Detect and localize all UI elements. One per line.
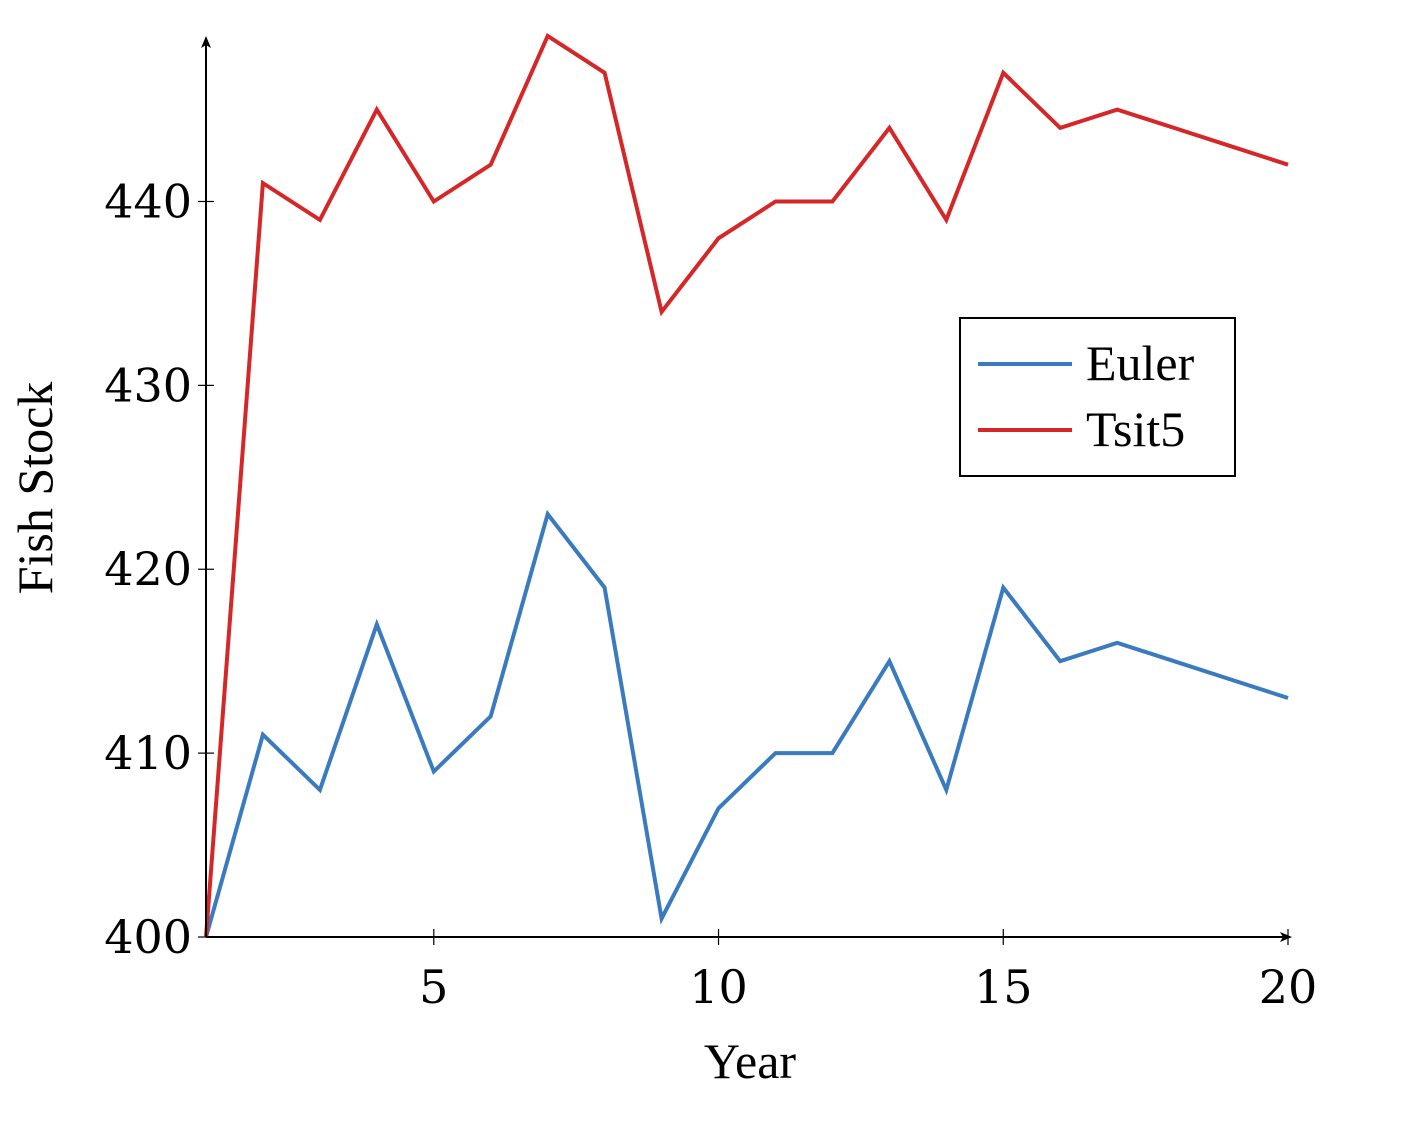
y-tick-label: 430 <box>104 358 192 412</box>
legend: Euler Tsit5 <box>959 317 1236 477</box>
series-lines <box>204 33 1289 938</box>
tick-labels: 5 10 15 20 400 410 420 430 440 <box>104 174 1317 1014</box>
y-tick-label: 410 <box>104 726 192 780</box>
tick-marks <box>198 200 1289 945</box>
y-axis-title: Fish Stock <box>7 382 63 595</box>
y-tick-label: 420 <box>104 542 192 596</box>
x-tick-label: 5 <box>419 960 448 1014</box>
axes <box>201 36 1292 942</box>
y-tick-label: 440 <box>104 174 192 228</box>
y-tick-label: 400 <box>104 910 192 964</box>
series-line-tsit5 <box>204 33 1289 938</box>
legend-box <box>959 317 1236 477</box>
legend-label-tsit5: Tsit5 <box>1086 401 1185 457</box>
legend-label-euler: Euler <box>1086 335 1195 391</box>
x-tick-label: 20 <box>1259 960 1318 1014</box>
x-tick-label: 10 <box>689 960 748 1014</box>
x-tick-label: 15 <box>974 960 1033 1014</box>
series-line-euler <box>204 509 1289 938</box>
x-axis-title: Year <box>704 1033 796 1089</box>
